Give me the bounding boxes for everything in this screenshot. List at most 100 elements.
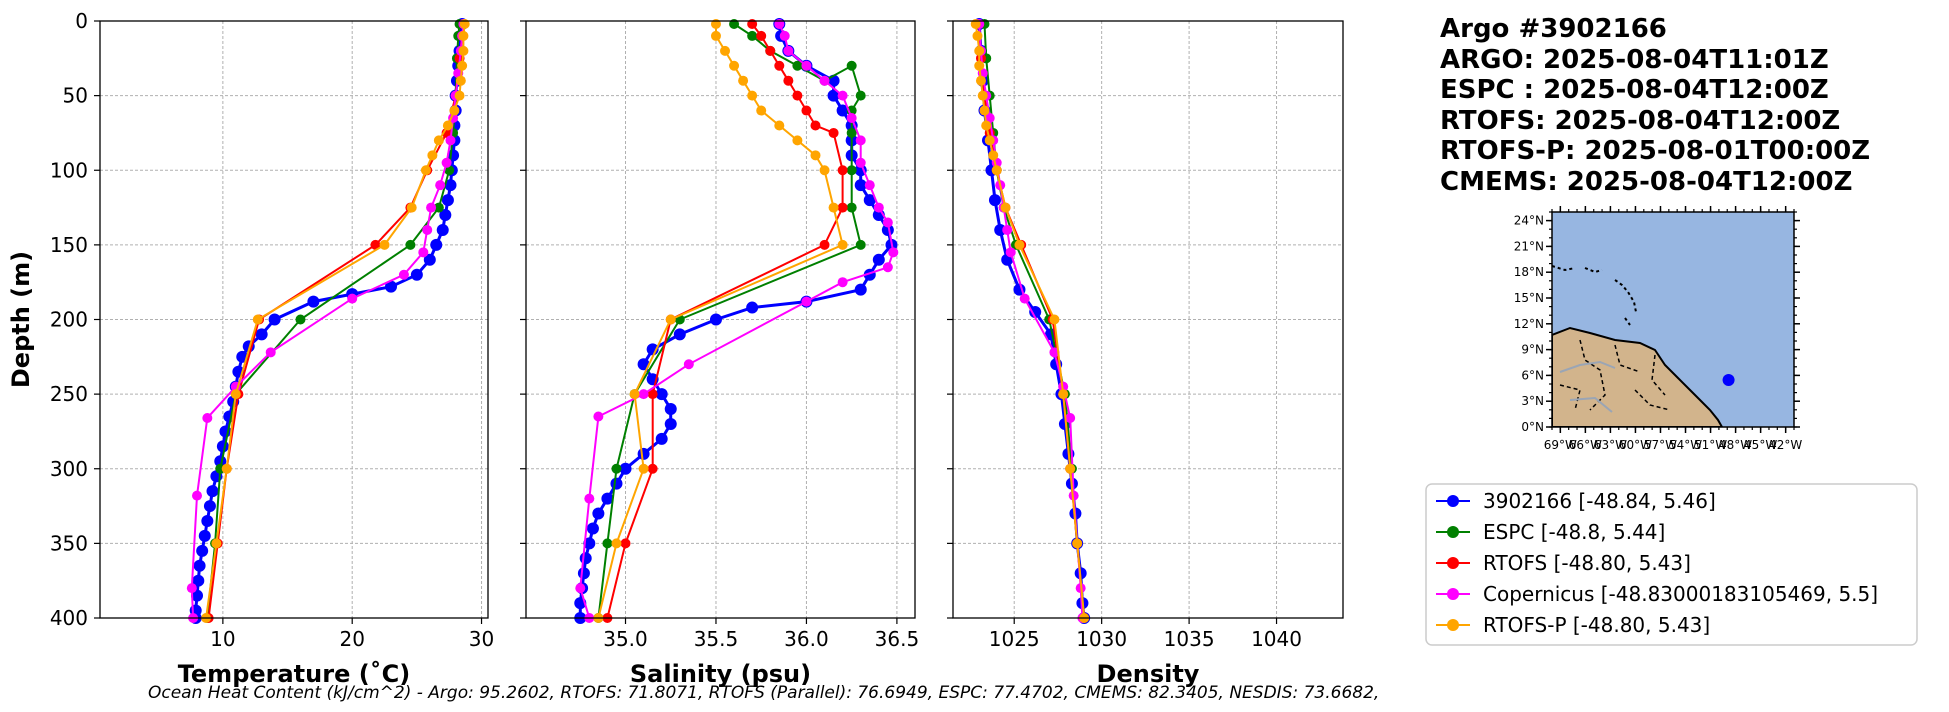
- temperature-argo-point: [441, 194, 454, 207]
- temperature-rtofs-line: [207, 23, 465, 619]
- salinity-espc-point: [846, 165, 857, 176]
- density-argo-line: [977, 23, 1086, 619]
- map-lon-label: 45°W: [1744, 438, 1777, 452]
- salinity-argo-point: [854, 179, 867, 192]
- salinity-rtofs-point: [620, 538, 631, 549]
- header-argo-time: ARGO: 2025-08-04T11:01Z: [1440, 44, 1829, 75]
- temperature-y-tick-label: 150: [50, 233, 88, 257]
- density-rtofsp-point: [1000, 202, 1011, 213]
- salinity-argo-point: [601, 492, 614, 505]
- temperature-argo-point: [196, 544, 209, 557]
- temperature-copernicus-point: [192, 490, 202, 501]
- density-x-tick-label: 1040: [1251, 627, 1302, 651]
- salinity-argo-point: [746, 301, 759, 314]
- legend-marker: [1447, 619, 1459, 631]
- salinity-argo-point: [872, 253, 885, 266]
- temperature-y-tick-label: 250: [50, 382, 88, 406]
- temperature-copernicus-point: [426, 202, 437, 213]
- salinity-espc-point: [792, 60, 803, 71]
- salinity-espc-point: [747, 30, 758, 41]
- temperature-y-axis-label: Depth (m): [7, 251, 35, 388]
- density-rtofsp-point: [1058, 389, 1069, 400]
- legend-label: Copernicus [-48.83000183105469, 5.5]: [1483, 582, 1878, 606]
- temperature-x-tick-label: 30: [469, 627, 494, 651]
- map-lat-label: 21°N: [1514, 239, 1544, 253]
- temperature-y-tick-label: 350: [50, 531, 88, 555]
- density-x-tick-label: 1025: [989, 627, 1040, 651]
- header-cmems-time: CMEMS: 2025-08-04T12:00Z: [1440, 166, 1853, 197]
- salinity-copernicus-point: [575, 583, 586, 594]
- salinity-rtofsp-point: [665, 314, 676, 325]
- salinity-copernicus-point: [882, 262, 893, 273]
- density-rtofsp-point: [979, 105, 990, 116]
- density-rtofsp-point: [1049, 314, 1060, 325]
- temperature-rtofsp-point: [406, 202, 417, 213]
- salinity-copernicus-point: [855, 135, 866, 146]
- legend-marker: [1447, 526, 1459, 538]
- salinity-rtofsp-point: [738, 75, 749, 86]
- salinity-series-group: [574, 17, 899, 624]
- temperature-copernicus-line: [190, 23, 465, 619]
- temperature-argo-point: [192, 574, 205, 587]
- density-rtofs-line: [978, 23, 1086, 619]
- salinity-copernicus-point: [584, 493, 595, 504]
- density-series-group: [970, 17, 1091, 624]
- density-copernicus-point: [1002, 224, 1013, 235]
- salinity-espc-line: [597, 23, 862, 619]
- temperature-argo-point: [423, 253, 436, 266]
- salinity-rtofsp-point: [720, 45, 731, 56]
- map-lat-label: 9°N: [1521, 343, 1544, 357]
- map-lat-label: 6°N: [1521, 368, 1544, 382]
- salinity-rtofsp-point: [638, 463, 649, 474]
- salinity-argo-point: [836, 104, 849, 117]
- temperature-y-tick-label: 300: [50, 457, 88, 481]
- temperature-x-tick-label: 10: [210, 627, 235, 651]
- map-lon-label: 42°W: [1769, 438, 1802, 452]
- salinity-x-axis-label: Salinity (psu): [630, 660, 811, 688]
- density-rtofsp-point: [975, 75, 986, 86]
- map-river-lines: [1559, 360, 1616, 413]
- salinity-x-tick-label: 35.0: [603, 627, 648, 651]
- salinity-copernicus-point: [593, 411, 604, 422]
- salinity-copernicus-point: [864, 180, 875, 191]
- salinity-copernicus-point: [638, 389, 649, 400]
- temperature-copernicus-point: [347, 293, 358, 304]
- temperature-rtofsp-point: [211, 538, 222, 549]
- temperature-y-tick-label: 400: [50, 606, 88, 630]
- temperature-argo-point: [201, 514, 214, 527]
- temperature-rtofsp-point: [379, 239, 390, 250]
- temperature-argo-point: [216, 440, 229, 453]
- map-land-south-america: [1552, 326, 1724, 427]
- map-lat-label: 3°N: [1521, 394, 1544, 408]
- density-x-tick-label: 1035: [1164, 627, 1215, 651]
- salinity-rtofsp-point: [756, 105, 767, 116]
- salinity-copernicus-point: [873, 202, 884, 213]
- density-copernicus-point: [984, 113, 995, 124]
- temperature-argo-point: [430, 238, 443, 251]
- salinity-argo-point: [637, 447, 650, 460]
- salinity-copernicus-point: [882, 217, 893, 228]
- salinity-argo-point: [863, 194, 876, 207]
- salinity-rtofs-point: [810, 120, 821, 131]
- temperature-y-tick-label: 50: [63, 84, 88, 108]
- temperature-argo-point: [436, 223, 449, 236]
- argo-float-marker: [1722, 374, 1735, 387]
- temperature-rtofsp-point: [252, 314, 263, 325]
- temperature-espc-line: [206, 23, 461, 619]
- map-lat-label: 12°N: [1514, 317, 1544, 331]
- salinity-argo-point: [854, 164, 867, 177]
- salinity-rtofs-point: [647, 389, 658, 400]
- density-rtofsp-point: [988, 150, 999, 161]
- temperature-copernicus-point: [422, 224, 433, 235]
- salinity-x-tick-label: 36.5: [875, 627, 920, 651]
- salinity-argo-point: [592, 507, 605, 520]
- salinity-argo-point: [655, 432, 668, 445]
- header-rtofs-time: RTOFS: 2025-08-04T12:00Z: [1440, 105, 1841, 136]
- legend-label: ESPC [-48.8, 5.44]: [1483, 520, 1665, 544]
- salinity-rtofs-point: [756, 30, 767, 41]
- temperature-copernicus-point: [186, 583, 197, 594]
- salinity-copernicus-point: [837, 277, 848, 288]
- temperature-argo-point: [444, 179, 457, 192]
- density-panel: 1025 1030 1035 1040 Density: [947, 17, 1344, 688]
